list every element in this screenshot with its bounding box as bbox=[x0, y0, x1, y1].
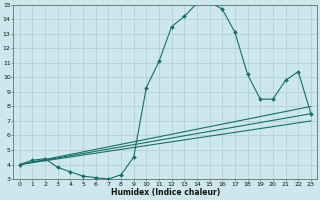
X-axis label: Humidex (Indice chaleur): Humidex (Indice chaleur) bbox=[111, 188, 220, 197]
